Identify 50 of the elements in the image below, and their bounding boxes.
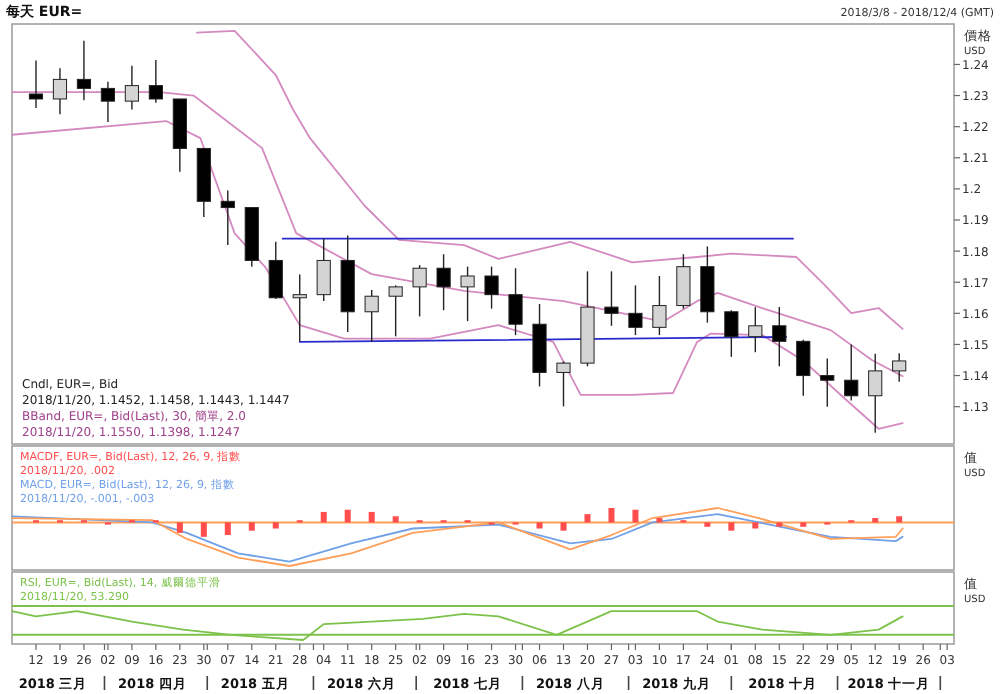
candlestick <box>292 273 307 343</box>
bar <box>392 516 399 523</box>
candlestick <box>100 81 115 123</box>
candlestick <box>484 265 499 310</box>
bar <box>560 522 567 531</box>
bar <box>632 509 639 523</box>
candlestick <box>388 284 403 338</box>
line-series <box>11 120 904 430</box>
candlestick <box>124 64 139 111</box>
candlestick <box>148 59 163 104</box>
bar <box>584 514 591 523</box>
bar <box>752 522 759 529</box>
candlestick <box>604 270 619 327</box>
bar <box>272 522 279 529</box>
bar <box>248 522 255 531</box>
bar <box>896 516 903 523</box>
bar <box>224 522 231 536</box>
candlestick <box>868 353 883 434</box>
candlestick <box>844 343 859 402</box>
candlestick <box>220 189 235 246</box>
bar <box>728 522 735 531</box>
candlestick <box>892 352 907 383</box>
candlestick <box>436 253 451 311</box>
bar <box>320 511 327 523</box>
candlestick <box>76 40 92 101</box>
bar <box>368 511 375 523</box>
candlestick <box>316 237 331 302</box>
candlestick <box>460 265 475 322</box>
candlestick <box>700 245 715 324</box>
candlestick <box>748 306 763 353</box>
bar <box>536 522 543 529</box>
candlestick <box>412 264 427 318</box>
candlestick <box>28 59 44 109</box>
bar <box>344 509 351 523</box>
bar <box>608 508 615 523</box>
candlestick <box>772 306 787 367</box>
line-series <box>196 29 904 330</box>
candlestick <box>364 289 379 343</box>
candlestick <box>268 241 283 300</box>
bar <box>200 522 207 537</box>
candlestick <box>556 360 571 408</box>
candlestick <box>724 309 739 358</box>
candlestick <box>796 339 811 397</box>
candlestick <box>652 275 667 336</box>
candlestick <box>820 357 835 408</box>
candlestick <box>628 284 643 336</box>
candlestick <box>676 253 691 310</box>
candlestick <box>508 267 523 336</box>
candlestick <box>52 67 68 115</box>
bar <box>176 522 183 533</box>
